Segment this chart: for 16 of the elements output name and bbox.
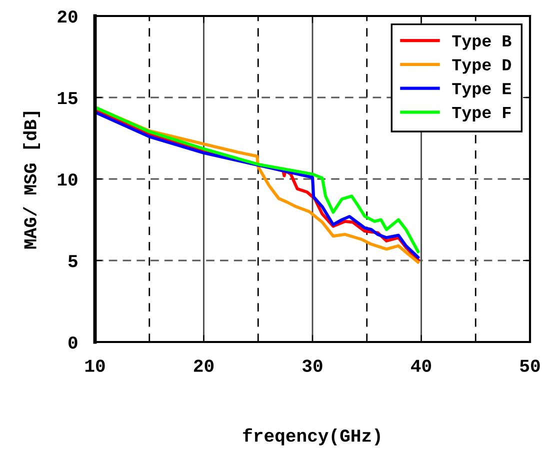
y-tick-label: 0 (68, 336, 78, 349)
y-tick-label: 5 (68, 255, 78, 268)
x-tick-label: 30 (302, 360, 322, 372)
x-tick-label: 20 (194, 360, 214, 372)
x-tick-label: 50 (520, 360, 540, 372)
y-tick-label: 15 (58, 92, 78, 104)
legend-label: Type D (452, 59, 512, 74)
y-axis-title: MAG/ MSG [dB] (23, 112, 40, 249)
y-tick-label: 10 (58, 173, 78, 186)
x-tick-label: 40 (411, 360, 432, 372)
legend-label: Type E (452, 83, 511, 98)
y-tick-label: 20 (58, 10, 78, 23)
x-axis-title: freqency(GHz) (243, 428, 380, 446)
legend-label: Type F (452, 107, 511, 122)
x-tick-label: 10 (85, 360, 105, 372)
legend-label: Type B (452, 35, 512, 50)
